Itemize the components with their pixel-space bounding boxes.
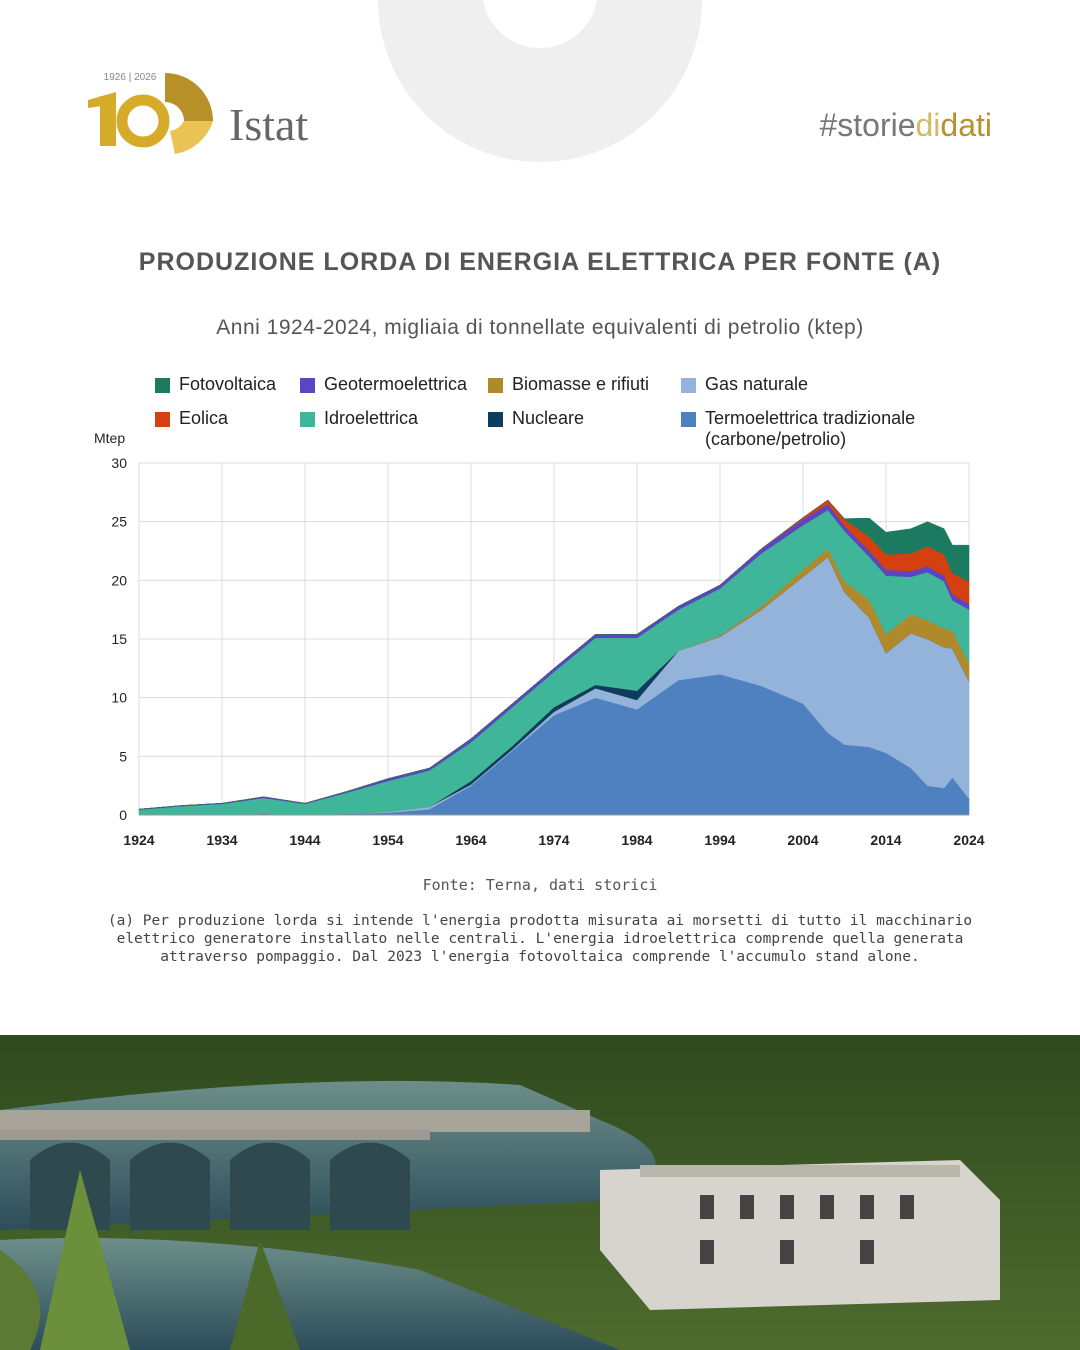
- y-tick-label: 10: [111, 690, 127, 706]
- hashtag-part: di: [916, 107, 941, 143]
- x-tick-label: 1984: [621, 832, 652, 848]
- legend: Fotovoltaica Geotermoelettrica Biomasse e …: [155, 374, 955, 450]
- legend-label: Idroelettrica: [324, 408, 419, 428]
- y-tick-label: 25: [111, 514, 127, 530]
- legend-item: Eolica: [155, 408, 300, 450]
- legend-swatch: [300, 378, 315, 393]
- x-tick-label: 1934: [206, 832, 237, 848]
- hashtag-part: #storie: [819, 107, 915, 143]
- x-tick-label: 1944: [289, 832, 320, 848]
- area: [138, 499, 970, 810]
- y-tick-label: 0: [119, 807, 127, 823]
- legend-label: Nucleare: [512, 408, 585, 428]
- legend-item: Geotermoelettrica: [300, 374, 488, 400]
- legend-label: Biomasse e rifiuti: [512, 374, 650, 394]
- chart-subtitle: Anni 1924-2024, migliaia di tonnellate e…: [216, 316, 864, 339]
- logo-years: 1926 | 2026: [104, 72, 157, 83]
- legend-label: Gas naturale: [705, 374, 809, 394]
- plot: [138, 462, 970, 816]
- legend-item: Termoelettrica tradizionale (carbone/pet…: [681, 408, 951, 450]
- logo-mark: [88, 73, 213, 154]
- x-tick-label: 2014: [870, 832, 901, 848]
- x-tick-label: 1964: [455, 832, 486, 848]
- legend-label: Termoelettrica tradizionale (carbone/pet…: [705, 408, 916, 449]
- legend-item: Gas naturale: [681, 374, 951, 400]
- y-tick-label: 20: [111, 572, 127, 588]
- x-tick-label: 2004: [787, 832, 818, 848]
- legend-swatch: [488, 378, 503, 393]
- legend-swatch: [155, 378, 170, 393]
- legend-item: Idroelettrica: [300, 408, 488, 450]
- legend-swatch: [681, 378, 696, 393]
- x-tick-label: 1974: [538, 832, 569, 848]
- y-tick-label: 30: [111, 455, 127, 471]
- logo-text: Istat: [229, 99, 308, 150]
- x-tick-label: 1994: [704, 832, 735, 848]
- footnote: (a) Per produzione lorda si intende l'en…: [107, 913, 973, 965]
- bg-hole: [482, 0, 598, 48]
- y-tick-label: 15: [111, 631, 127, 647]
- legend-swatch: [155, 412, 170, 427]
- chart-title: PRODUZIONE LORDA DI ENERGIA ELETTRICA PE…: [138, 248, 942, 276]
- hashtag: #storiedidati: [819, 107, 992, 143]
- bg-ring: [378, 0, 702, 162]
- legend-item: Nucleare: [488, 408, 681, 450]
- legend-swatch: [300, 412, 315, 427]
- photo: [0, 1035, 1080, 1350]
- legend-item: Fotovoltaica: [155, 374, 300, 400]
- y-axis-label: Mtep: [94, 430, 125, 446]
- legend-swatch: [681, 412, 696, 427]
- legend-swatch: [488, 412, 503, 427]
- hashtag-part: dati: [940, 107, 992, 143]
- legend-label: Geotermoelettrica: [324, 374, 468, 394]
- source: Fonte: Terna, dati storici: [422, 876, 658, 894]
- legend-label: Fotovoltaica: [179, 374, 277, 394]
- x-tick-label: 2024: [953, 832, 984, 848]
- x-tick-label: 1924: [123, 832, 154, 848]
- x-tick-label: 1954: [372, 832, 403, 848]
- y-tick-label: 5: [119, 748, 127, 764]
- legend-label: Eolica: [179, 408, 229, 428]
- legend-item: Biomasse e rifiuti: [488, 374, 681, 400]
